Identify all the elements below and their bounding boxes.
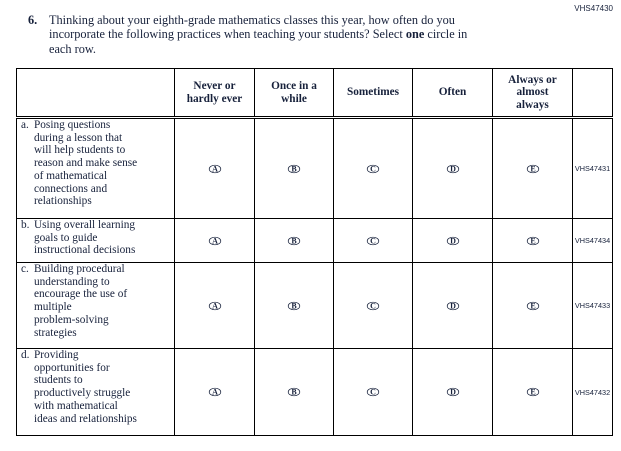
svg-text:A: A	[212, 164, 218, 173]
svg-text:B: B	[291, 164, 297, 173]
svg-text:A: A	[212, 388, 218, 397]
svg-text:D: D	[450, 164, 456, 173]
svg-text:C: C	[370, 388, 376, 397]
svg-text:E: E	[530, 164, 535, 173]
svg-text:B: B	[291, 301, 297, 310]
svg-text:D: D	[450, 388, 456, 397]
svg-text:E: E	[530, 388, 535, 397]
svg-text:C: C	[370, 164, 376, 173]
svg-text:C: C	[370, 236, 376, 245]
svg-text:E: E	[530, 301, 535, 310]
svg-text:B: B	[291, 388, 297, 397]
svg-text:A: A	[212, 236, 218, 245]
svg-text:C: C	[370, 301, 376, 310]
svg-text:D: D	[450, 236, 456, 245]
svg-text:A: A	[212, 301, 218, 310]
svg-text:D: D	[450, 301, 456, 310]
svg-text:E: E	[530, 236, 535, 245]
svg-text:B: B	[291, 236, 297, 245]
